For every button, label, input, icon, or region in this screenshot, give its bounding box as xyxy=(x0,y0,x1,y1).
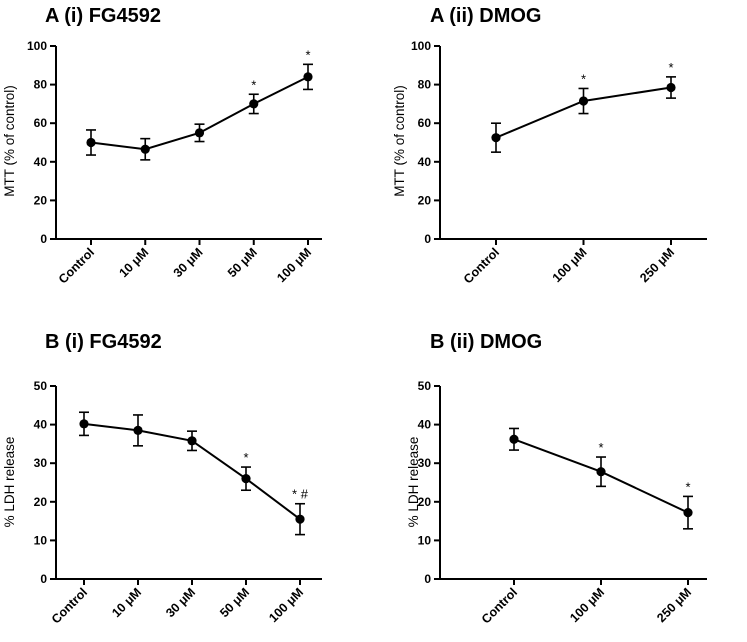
significance-marker: * xyxy=(251,77,256,92)
y-tick-label: 60 xyxy=(418,116,432,130)
x-tick-label: 100 μM xyxy=(266,585,306,625)
x-tick-label: Control xyxy=(461,245,502,286)
x-tick-label: 100 μM xyxy=(550,245,590,285)
data-point xyxy=(683,508,693,518)
y-tick-label: 20 xyxy=(418,193,432,207)
data-point xyxy=(133,425,143,435)
significance-marker: * xyxy=(243,450,248,465)
x-tick-label: 100 μM xyxy=(274,245,314,285)
data-point xyxy=(578,96,589,106)
y-tick-label: 0 xyxy=(40,572,47,586)
chart-panel-2: A (ii) DMOG MTT (% of control) 0 20 40 60 80 10… xyxy=(392,5,707,287)
y-tick-label: 0 xyxy=(424,232,431,246)
data-point xyxy=(666,82,676,93)
data-point xyxy=(86,137,96,148)
x-tick-label: 30 μM xyxy=(163,585,198,620)
x-tick-label: Control xyxy=(49,585,90,626)
chart-title: B (ii) DMOG xyxy=(430,331,542,353)
chart-title: B (i) FG4592 xyxy=(45,331,162,353)
y-tick-label: 40 xyxy=(418,418,432,432)
y-tick-label: 10 xyxy=(418,533,432,547)
significance-marker: * xyxy=(305,47,310,62)
data-point xyxy=(303,72,313,82)
y-tick-label: 80 xyxy=(34,78,48,92)
chart-panel-4: B (ii) DMOG % LDH release 0 10 20 30 40 50 Contr… xyxy=(406,331,707,627)
y-tick-label: 40 xyxy=(34,155,48,169)
x-tick-label: 10 μM xyxy=(116,245,151,280)
data-point xyxy=(249,99,259,109)
y-axis-label: MTT (% of control) xyxy=(2,85,17,197)
y-axis-label: % LDH release xyxy=(406,437,421,528)
chart-title: A (ii) DMOG xyxy=(430,5,541,27)
y-tick-label: 0 xyxy=(424,572,431,586)
y-tick-label: 30 xyxy=(34,456,48,470)
x-tick-label: 30 μM xyxy=(171,245,206,280)
data-point xyxy=(509,434,519,444)
x-tick-label: 250 μM xyxy=(654,585,694,625)
significance-marker: * # xyxy=(292,487,309,502)
y-axis-label: MTT (% of control) xyxy=(392,85,407,197)
x-tick-label: 50 μM xyxy=(225,245,260,280)
x-tick-label: Control xyxy=(479,585,520,626)
data-point xyxy=(241,474,251,484)
significance-marker: * xyxy=(581,71,586,86)
x-tick-label: 10 μM xyxy=(109,585,144,620)
chart-panel-3: B (i) FG4592 % LDH release 0 10 20 30 40 50 Cont… xyxy=(2,331,322,627)
y-tick-label: 40 xyxy=(34,418,48,432)
y-tick-label: 30 xyxy=(418,456,432,470)
significance-marker: * xyxy=(668,60,673,75)
chart-title: A (i) FG4592 xyxy=(45,5,161,27)
data-point xyxy=(295,514,305,524)
x-tick-label: 100 μM xyxy=(567,585,607,625)
y-tick-label: 10 xyxy=(34,533,48,547)
data-point xyxy=(187,436,197,446)
y-tick-label: 50 xyxy=(418,379,432,393)
y-tick-label: 50 xyxy=(34,379,48,393)
data-point xyxy=(194,128,205,138)
y-tick-label: 20 xyxy=(34,495,48,509)
data-point xyxy=(140,144,150,154)
data-point xyxy=(596,467,606,477)
y-tick-label: 40 xyxy=(418,155,432,169)
x-tick-label: 50 μM xyxy=(217,585,252,620)
data-point xyxy=(79,419,89,429)
significance-marker: * xyxy=(685,479,690,494)
y-tick-label: 0 xyxy=(40,232,47,246)
significance-marker: * xyxy=(598,440,603,455)
y-tick-label: 100 xyxy=(411,39,431,53)
y-tick-label: 100 xyxy=(27,39,47,53)
y-tick-label: 80 xyxy=(418,78,432,92)
data-point xyxy=(491,133,501,143)
y-tick-label: 20 xyxy=(418,495,432,509)
x-tick-label: Control xyxy=(56,245,97,286)
y-tick-label: 60 xyxy=(34,116,48,130)
chart-panel-1: A (i) FG4592 MTT (% of control) 0 20 40 60 80 1… xyxy=(2,5,322,287)
y-axis-label: % LDH release xyxy=(2,437,17,528)
x-tick-label: 250 μM xyxy=(637,245,677,285)
y-tick-label: 20 xyxy=(34,193,48,207)
